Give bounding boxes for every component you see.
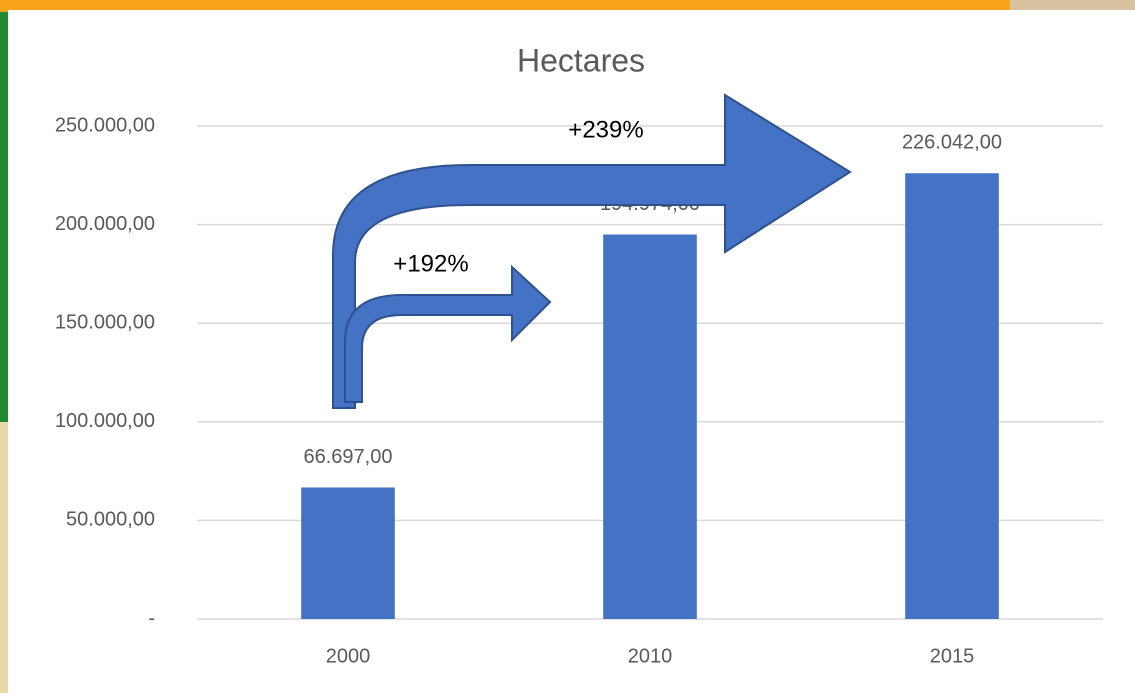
bar [301,487,395,619]
bar [905,173,999,619]
y-tick-label: 50.000,00 [66,509,155,531]
page: Hectares - 50.000,00 100.000,00 150.000,00 2… [0,0,1135,693]
y-tick-label: 200.000,00 [55,213,155,235]
x-tick-label: 2010 [628,645,673,667]
x-tick-label: 2015 [930,645,975,667]
bar [603,235,697,619]
data-label: 226.042,00 [902,132,1002,154]
annotation: +239% [568,116,643,143]
x-tick-label: 2000 [326,645,371,667]
chart-title: Hectares [517,42,645,78]
y-tick-label: - [148,607,155,629]
y-tick-label: 250.000,00 [55,114,155,136]
y-tick-label: 150.000,00 [55,311,155,333]
annotation: +192% [393,250,468,277]
y-tick-label: 100.000,00 [55,410,155,432]
data-label: 66.697,00 [304,446,393,468]
chart: Hectares - 50.000,00 100.000,00 150.000,00 2… [0,0,1135,693]
